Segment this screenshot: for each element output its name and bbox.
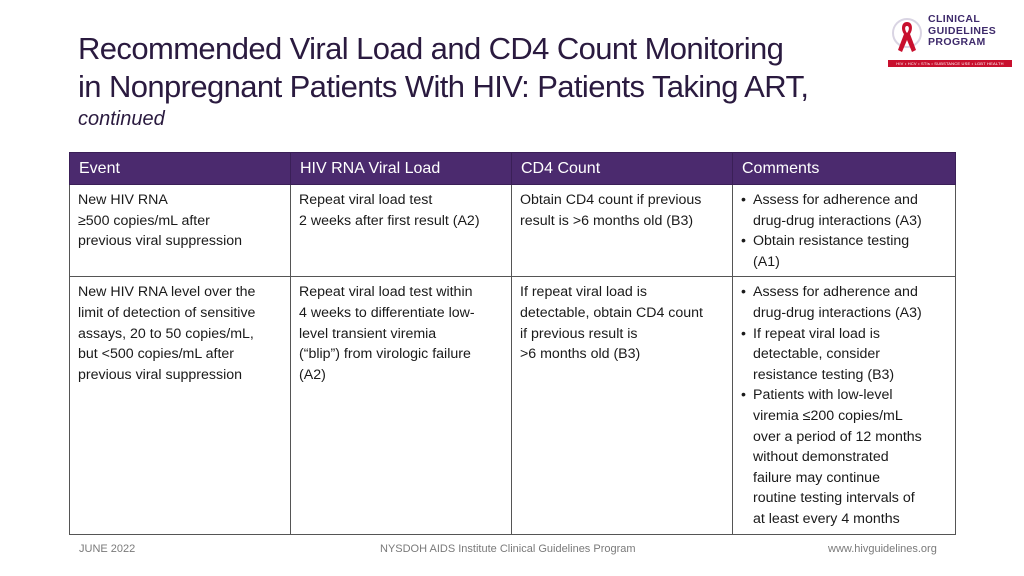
logo-text-line-3: PROGRAM (928, 36, 986, 48)
cell-text-line: Assess for adherence and (753, 284, 918, 301)
comment-bullet: If repeat viral load is detectable, cons… (741, 324, 947, 386)
page-subtitle: continued (78, 108, 165, 130)
cell-text-line: Assess for adherence and (753, 192, 918, 208)
cell-text-line: Obtain CD4 count if previous (520, 192, 702, 208)
header-comments: Comments (732, 152, 956, 185)
cell-text-line: (A1) (753, 253, 780, 270)
cell-text-line: over a period of 12 months (753, 428, 922, 445)
cell-text-line: New HIV RNA level over the (78, 284, 256, 301)
table-header-row: Event HIV RNA Viral Load CD4 Count Comme… (69, 152, 956, 185)
cell-text-line: 4 weeks to differentiate low- (299, 304, 475, 321)
footer-organization: NYSDOH AIDS Institute Clinical Guideline… (380, 543, 636, 555)
cell-text-line: if previous result is (520, 325, 638, 342)
page-title-line-2: in Nonpregnant Patients With HIV: Patien… (78, 69, 809, 104)
cell-text-line: viremia ≤200 copies/mL (753, 407, 903, 424)
cell-text-line: Patients with low-level (753, 387, 893, 404)
cell-event: New HIV RNA ≥500 copies/mL after previou… (69, 183, 291, 278)
cell-text-line: ≥500 copies/mL after (78, 212, 210, 229)
table-row: New HIV RNA level over the limit of dete… (69, 276, 956, 535)
cell-text-line: drug-drug interactions (A3) (753, 304, 922, 321)
cell-event: New HIV RNA level over the limit of dete… (69, 276, 291, 535)
cell-text-line: drug-drug interactions (A3) (753, 212, 922, 229)
cell-comments: Assess for adherence and drug-drug inter… (732, 276, 956, 535)
cell-cd4-count: If repeat viral load is detectable, obta… (511, 276, 733, 535)
header-viral-load: HIV RNA Viral Load (290, 152, 512, 185)
cell-text-line: If repeat viral load is (520, 284, 647, 301)
cell-text-line: but <500 copies/mL after (78, 346, 235, 363)
cell-text-line: at least every 4 months (753, 510, 900, 527)
cell-viral-load: Repeat viral load test 2 weeks after fir… (290, 183, 512, 278)
logo-text-line-2: GUIDELINES (928, 24, 997, 37)
cell-text-line: assays, 20 to 50 copies/mL, (78, 325, 254, 342)
cell-text-line: without demonstrated (753, 449, 889, 466)
cell-text-line: result is >6 months old (B3) (520, 212, 694, 229)
cell-viral-load: Repeat viral load test within 4 weeks to… (290, 276, 512, 535)
cell-text-line: previous viral suppression (78, 366, 243, 383)
title-block: Recommended Viral Load and CD4 Count Mon… (78, 30, 898, 132)
clinical-guidelines-program-logo: CLINICAL GUIDELINES PROGRAM HIV • HCV • … (888, 12, 1012, 68)
table-row: New HIV RNA ≥500 copies/mL after previou… (69, 183, 956, 278)
page-title-line-1: Recommended Viral Load and CD4 Count Mon… (78, 31, 784, 66)
cell-text-line: resistance testing (B3) (753, 366, 895, 383)
cell-text-line: detectable, obtain CD4 count (520, 304, 703, 321)
cell-text-line: If repeat viral load is (753, 325, 880, 342)
cell-text-line: Repeat viral load test (299, 192, 433, 208)
comment-bullet: Assess for adherence and drug-drug inter… (741, 190, 947, 231)
cell-cd4-count: Obtain CD4 count if previous result is >… (511, 183, 733, 278)
logo-tagline-bar: HIV • HCV • STIs • SUBSTANCE USE • LGBT … (888, 60, 1012, 67)
comment-bullet: Obtain resistance testing (A1) (741, 231, 947, 272)
comment-list: Assess for adherence and drug-drug inter… (741, 190, 947, 272)
cell-text-line: >6 months old (B3) (520, 346, 641, 363)
cell-text-line: Obtain resistance testing (753, 233, 910, 250)
cell-text-line: failure may continue (753, 469, 880, 486)
cell-text-line: detectable, consider (753, 346, 880, 363)
cell-text-line: level transient viremia (299, 325, 437, 342)
cell-text-line: New HIV RNA (78, 192, 168, 208)
comment-list: Assess for adherence and drug-drug inter… (741, 282, 947, 529)
monitoring-table-container: Event HIV RNA Viral Load CD4 Count Comme… (69, 152, 956, 535)
logo-text: CLINICAL GUIDELINES PROGRAM (928, 13, 997, 49)
cell-text-line: routine testing intervals of (753, 490, 915, 507)
logo-text-line-1: CLINICAL (928, 13, 981, 25)
footer-date: JUNE 2022 (79, 543, 136, 555)
cell-text-line: Repeat viral load test within (299, 284, 473, 301)
comment-bullet: Patients with low-level viremia ≤200 cop… (741, 385, 947, 529)
cell-text-line: limit of detection of sensitive (78, 304, 256, 321)
monitoring-table: Event HIV RNA Viral Load CD4 Count Comme… (69, 152, 956, 535)
cell-comments: Assess for adherence and drug-drug inter… (732, 183, 956, 278)
cell-text-line: 2 weeks after first result (A2) (299, 212, 480, 229)
comment-bullet: Assess for adherence and drug-drug inter… (741, 282, 947, 323)
header-event: Event (69, 152, 291, 185)
aids-ribbon-icon (892, 18, 922, 52)
header-cd4-count: CD4 Count (511, 152, 733, 185)
cell-text-line: previous viral suppression (78, 233, 243, 250)
footer-website-link[interactable]: www.hivguidelines.org (828, 543, 937, 555)
cell-text-line: (A2) (299, 366, 326, 383)
cell-text-line: (“blip”) from virologic failure (299, 346, 471, 363)
